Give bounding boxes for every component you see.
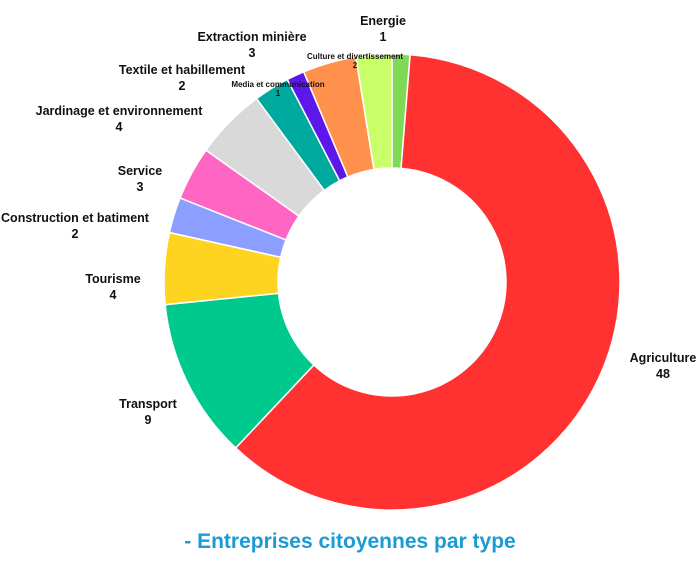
label-extraction-miniere: Extraction minière — [197, 30, 306, 44]
label-construction-et-batiment: Construction et batiment — [1, 211, 150, 225]
label-energie: Energie — [360, 14, 406, 28]
label-service: Service — [118, 164, 163, 178]
value-label-tourisme: 4 — [110, 288, 117, 302]
slice-agriculture — [234, 53, 621, 511]
value-label-culture-et-divertissement: 2 — [353, 61, 358, 70]
value-label-textile-et-habillement: 2 — [179, 79, 186, 93]
chart-title: - Entreprises citoyennes par type — [184, 530, 516, 553]
slice-culture-et-divertissement — [355, 53, 393, 171]
value-label-transport: 9 — [145, 413, 152, 427]
value-label-service: 3 — [137, 180, 144, 194]
label-media-et-communication: Media et communication — [231, 80, 324, 89]
label-transport: Transport — [119, 397, 177, 411]
label-culture-et-divertissement: Culture et divertissement — [307, 52, 403, 61]
value-label-jardinage-et-environnement: 4 — [116, 120, 123, 134]
value-label-construction-et-batiment: 2 — [72, 227, 79, 241]
labels-group: Energie 1 Agriculture 48 Transport 9 Tourisme 4… — [1, 14, 696, 427]
value-label-energie: 1 — [380, 30, 387, 44]
label-tourisme: Tourisme — [85, 272, 140, 286]
label-agriculture: Agriculture — [630, 351, 697, 365]
label-jardinage-et-environnement: Jardinage et environnement — [36, 104, 204, 118]
value-label-agriculture: 48 — [656, 367, 670, 381]
value-label-extraction-miniere: 3 — [249, 46, 256, 60]
slices-group — [163, 53, 621, 511]
value-label-media-et-communication: 1 — [276, 89, 281, 98]
label-textile-et-habillement: Textile et habillement — [119, 63, 246, 77]
